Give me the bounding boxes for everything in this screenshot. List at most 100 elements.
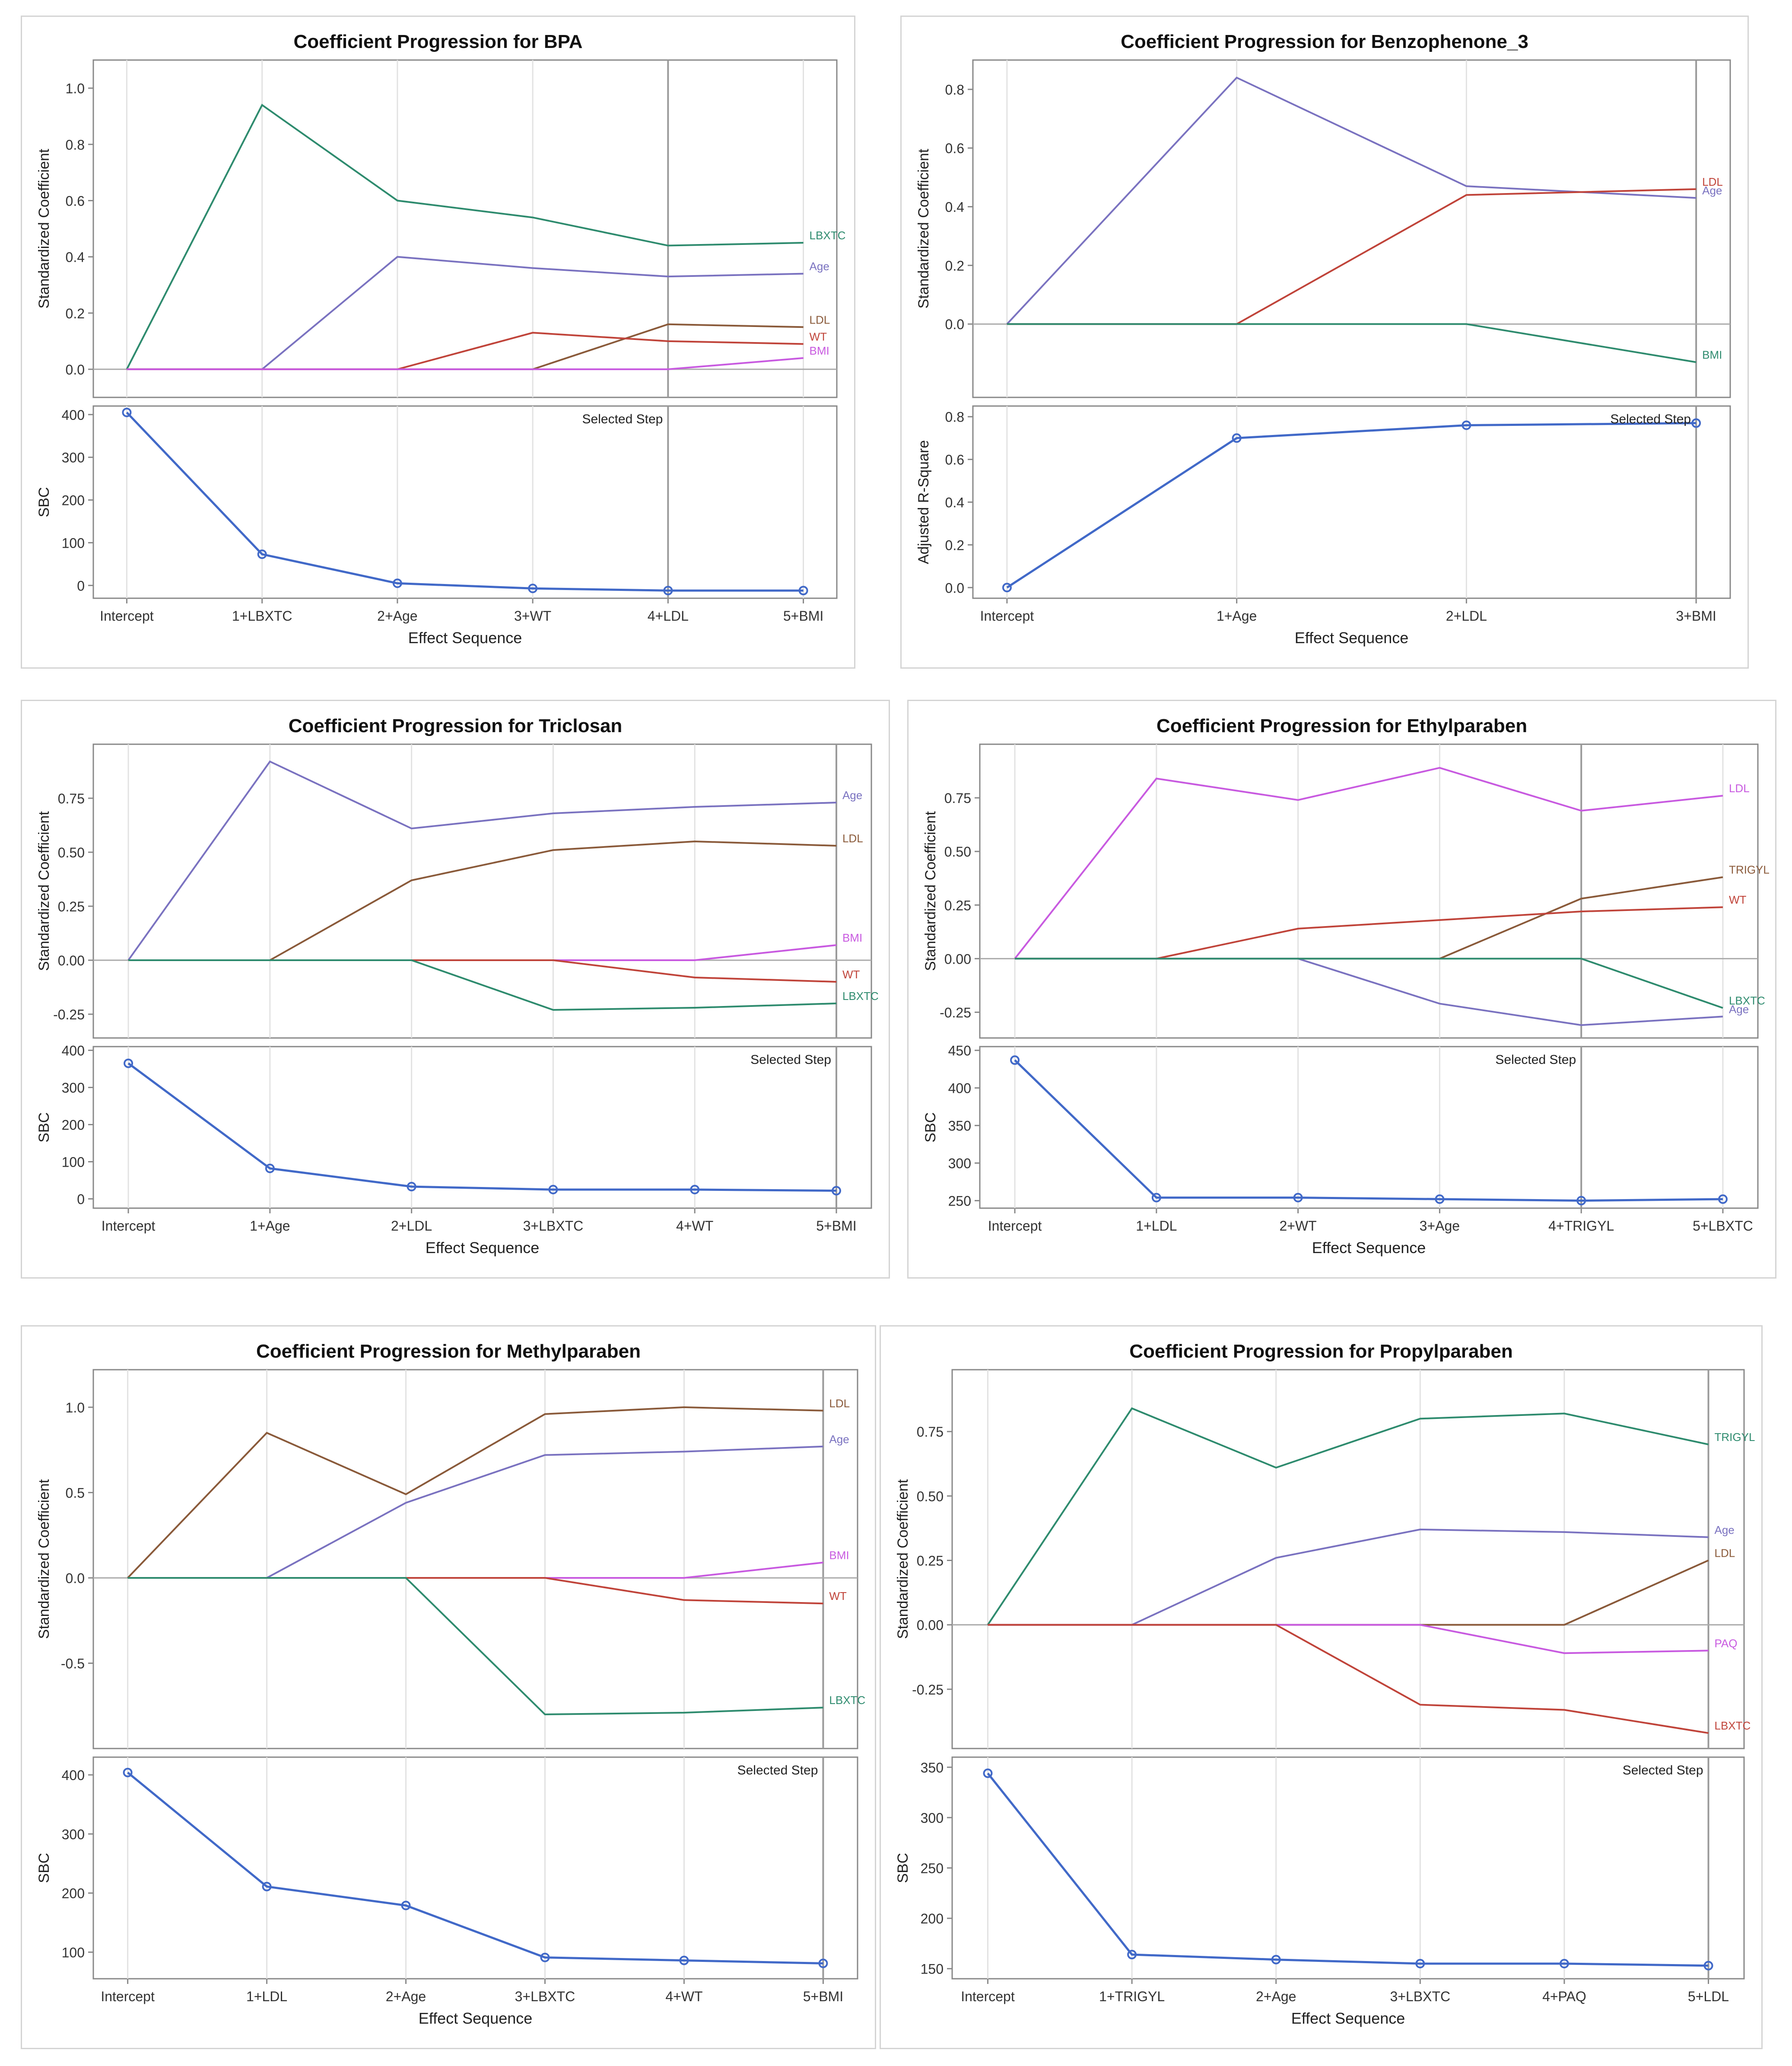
- plot-frame: [92, 59, 838, 398]
- criterion-point: [1002, 583, 1012, 593]
- series-end-label: BMI: [1702, 349, 1722, 362]
- y-tick-label: 300: [948, 1156, 971, 1171]
- criterion-point: [1010, 1055, 1020, 1065]
- series-line-age: [127, 760, 837, 961]
- y-tick-label: 300: [62, 1080, 85, 1096]
- series-end-label: Age: [829, 1433, 849, 1446]
- y-tick-label: 0.00: [58, 953, 85, 968]
- x-tick-label: 5+BMI: [803, 1989, 843, 2004]
- y-tick-label: 0.75: [58, 791, 85, 806]
- y-tick-label: 0.00: [917, 1618, 944, 1633]
- y-tick-label: 0.2: [945, 537, 964, 553]
- y-axis-label: Standardized Coefficient: [36, 1479, 52, 1639]
- x-tick-label: 5+LDL: [1688, 1989, 1729, 2004]
- x-axis-label: Effect Sequence: [426, 1239, 540, 1257]
- plot-frame: [92, 1369, 858, 1749]
- x-axis-label: Effect Sequence: [419, 2009, 533, 2027]
- chart-svg: Coefficient Progression for Benzophenone…: [915, 31, 1731, 647]
- chart-panel-propylparaben: Coefficient Progression for Propylparabe…: [880, 1325, 1763, 2049]
- criterion-point: [690, 1185, 700, 1195]
- x-tick-label: 4+PAQ: [1542, 1989, 1586, 2004]
- criterion-point: [1703, 1961, 1713, 1971]
- criterion-point: [540, 1952, 550, 1962]
- series-end-label: LDL: [1702, 175, 1723, 188]
- series-end-label: LDL: [842, 832, 863, 845]
- y-tick-label: 0.4: [66, 250, 85, 265]
- y-tick-label: 0.75: [944, 790, 971, 806]
- series-end-label: BMI: [810, 344, 829, 357]
- criterion-point: [1232, 433, 1242, 443]
- criterion-point: [257, 549, 267, 559]
- criterion-point: [1127, 1950, 1137, 1960]
- series-line-age: [988, 1528, 1709, 1626]
- y-tick-label: 1.0: [66, 1400, 85, 1415]
- criterion-point: [663, 586, 673, 596]
- y-tick-label: 200: [62, 493, 85, 508]
- x-tick-label: 2+LDL: [391, 1218, 432, 1234]
- x-tick-label: 1+Age: [1217, 608, 1257, 624]
- y-tick-label: 350: [948, 1118, 971, 1134]
- x-tick-label: 2+WT: [1279, 1218, 1316, 1234]
- y-axis-label: Standardized Coefficient: [36, 811, 52, 971]
- y-tick-label: 100: [62, 535, 85, 551]
- chart-title: Coefficient Progression for Triclosan: [289, 715, 623, 736]
- series-end-label: Age: [842, 789, 862, 802]
- series-end-label: WT: [842, 968, 860, 981]
- criterion-point: [1462, 420, 1471, 430]
- criterion-point: [818, 1958, 828, 1968]
- y-tick-label: 250: [948, 1193, 971, 1209]
- series-end-label: LBXTC: [810, 229, 846, 242]
- y-tick-label: 300: [62, 1827, 85, 1842]
- selected-step-label: Selected Step: [1623, 1763, 1703, 1777]
- y-tick-label: 0.5: [66, 1485, 85, 1501]
- x-axis-label: Effect Sequence: [1312, 1239, 1426, 1257]
- chart-svg: Coefficient Progression for Propylparabe…: [895, 1341, 1755, 2027]
- chart-panel-methylparaben: Coefficient Progression for Methylparabe…: [21, 1325, 876, 2049]
- chart-panel-benzophenone: Coefficient Progression for Benzophenone…: [900, 16, 1749, 669]
- x-tick-label: 1+LBXTC: [232, 608, 292, 624]
- chart-panel-bpa: Coefficient Progression for BPA 0.0 0.2 0.4…: [21, 16, 855, 669]
- criterion-point: [407, 1182, 416, 1192]
- y-tick-label: 0.50: [944, 844, 971, 860]
- criterion-line: [987, 1772, 1709, 1967]
- y-tick-label: -0.5: [61, 1656, 85, 1671]
- y-tick-label: 0.25: [917, 1553, 944, 1568]
- x-tick-label: 4+LDL: [648, 608, 689, 624]
- series-line-age: [1015, 958, 1723, 1026]
- x-axis-label: Effect Sequence: [1291, 2009, 1405, 2027]
- x-tick-label: 4+TRIGYL: [1548, 1218, 1614, 1234]
- x-tick-label: 4+WT: [676, 1218, 713, 1234]
- x-axis-label: Effect Sequence: [408, 629, 522, 647]
- y-tick-label: 400: [948, 1081, 971, 1096]
- y-tick-label: 100: [62, 1945, 85, 1960]
- series-end-label: LDL: [829, 1397, 850, 1410]
- y-tick-label: -0.25: [53, 1007, 85, 1022]
- criterion-point: [401, 1901, 411, 1910]
- series-end-label: Age: [1729, 1003, 1749, 1016]
- selected-step-label: Selected Step: [582, 412, 663, 426]
- criterion-line: [1006, 422, 1697, 589]
- y-tick-label: 0.6: [945, 141, 964, 156]
- series-line-lbxtc: [988, 1624, 1709, 1734]
- series-line-ldl: [127, 323, 804, 370]
- series-line-bmi: [128, 944, 837, 961]
- x-tick-label: 1+LDL: [246, 1989, 287, 2004]
- x-tick-label: Intercept: [101, 1989, 155, 2004]
- plot-frame: [92, 1756, 858, 1980]
- series-end-label: Age: [1715, 1523, 1735, 1536]
- y-tick-label: 0.6: [945, 452, 964, 468]
- criterion-line: [1014, 1059, 1723, 1202]
- y-axis-label: SBC: [36, 1853, 52, 1883]
- y-tick-label: 400: [62, 1043, 85, 1059]
- y-tick-label: 300: [921, 1810, 944, 1826]
- y-tick-label: 0.0: [66, 362, 85, 378]
- y-tick-label: 0.0: [945, 317, 964, 332]
- series-line-wt: [127, 1577, 823, 1605]
- criterion-point: [548, 1185, 558, 1195]
- y-tick-label: 0.4: [945, 495, 964, 511]
- chart-panel-triclosan: Coefficient Progression for Triclosan -0.…: [21, 700, 890, 1279]
- series-line-paq: [988, 1624, 1709, 1654]
- y-axis-label: SBC: [36, 487, 52, 517]
- plot-frame: [979, 1046, 1759, 1209]
- y-tick-label: 0.50: [917, 1488, 944, 1504]
